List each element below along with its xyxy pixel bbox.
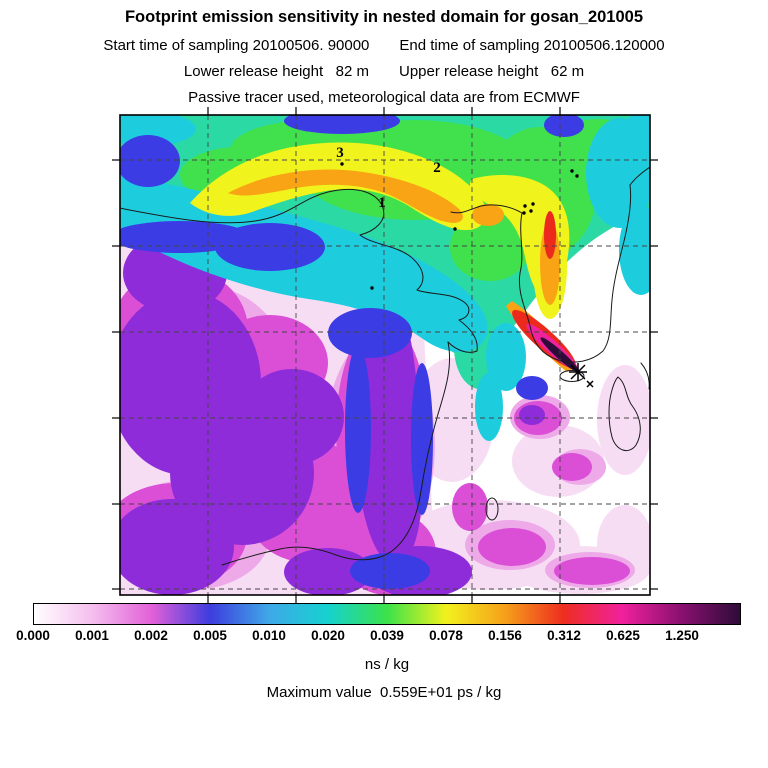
colorbar-segment [210, 604, 270, 624]
colorbar-segment [328, 604, 387, 624]
colorbar-segment [681, 604, 740, 624]
coast-korea-northwest [450, 204, 523, 214]
colorbar-segment [504, 604, 564, 624]
colorbar-segment [622, 604, 682, 624]
colorbar-tick-label: 0.078 [429, 628, 463, 643]
colorbar-segment [269, 604, 329, 624]
colorbar-segment [151, 604, 211, 624]
colorbar-segment [445, 604, 505, 624]
sensitivity-field [120, 115, 650, 595]
tracer-text: Passive tracer used, meteorological data… [188, 89, 580, 106]
upper-release-text: Upper release height 62 m [399, 63, 585, 80]
colorbar-container: 0.000 0.001 0.002 0.005 0.010 0.020 0.039 0.078… [16, 603, 741, 673]
trajectory-label-2: 2 [433, 160, 441, 176]
station-marker-gosan [569, 363, 594, 388]
colorbar-tick-label: 0.020 [311, 628, 345, 643]
map-container: 3 2 1 [112, 107, 658, 603]
colorbar-tick-label: 0.002 [134, 628, 168, 643]
colorbar-tick-label: 0.156 [488, 628, 522, 643]
start-time-text: Start time of sampling 20100506. 90000 [103, 37, 370, 54]
colorbar-tick-label: 1.250 [665, 628, 699, 643]
end-time-text: End time of sampling 20100506.120000 [399, 37, 665, 54]
grid-lines [120, 115, 650, 595]
colorbar-gradient [33, 603, 741, 625]
colorbar-segment [92, 604, 152, 624]
coast-honshu [640, 362, 650, 390]
footprint-map: 3 2 1 [112, 107, 658, 603]
colorbar-units: ns / kg [364, 656, 410, 673]
field-purple [120, 233, 545, 595]
coastlines [120, 166, 650, 566]
coast-korea [518, 184, 632, 363]
colorbar-tick-label: 0.000 [16, 628, 50, 643]
release-heights-line: Lower release height 82 m Upper release … [0, 63, 768, 80]
coast-korea-northeast [629, 166, 650, 186]
colorbar-tick-label: 0.039 [370, 628, 404, 643]
max-value-text: Maximum value 0.559E+01 ps / kg [266, 684, 502, 701]
city-markers [340, 162, 579, 290]
tracer-line: Passive tracer used, meteorological data… [0, 89, 768, 106]
map-frame [119, 114, 651, 596]
colorbar-segment [386, 604, 446, 624]
colorbar-tick-label: 0.625 [606, 628, 640, 643]
colorbar-segment [34, 604, 93, 624]
coast-north-china [120, 188, 478, 353]
colorbar-segment [563, 604, 623, 624]
trajectory-labels: 3 2 1 [336, 145, 441, 211]
colorbar-tick-label: 0.010 [252, 628, 286, 643]
title-text: Footprint emission sensitivity in nested… [124, 8, 644, 26]
field-blue [120, 115, 584, 589]
coast-south-china [221, 341, 451, 566]
axis-ticks [112, 107, 658, 603]
trajectory-label-1: 1 [378, 195, 386, 211]
colorbar-tick-label: 0.001 [75, 628, 109, 643]
coast-kyushu [608, 376, 641, 452]
colorbar-tick-label: 0.005 [193, 628, 227, 643]
colorbar-ticks: 0.000 0.001 0.002 0.005 0.010 0.020 0.039 0.078… [16, 628, 741, 646]
trajectory-label-3: 3 [336, 145, 344, 161]
page-title: Footprint emission sensitivity in nested… [0, 8, 768, 27]
coast-island [485, 497, 499, 521]
field-dark-core [540, 337, 580, 373]
sampling-times-line: Start time of sampling 20100506. 90000 E… [0, 37, 768, 54]
lower-release-text: Lower release height 82 m [183, 63, 369, 80]
colorbar-tick-label: 0.312 [547, 628, 581, 643]
